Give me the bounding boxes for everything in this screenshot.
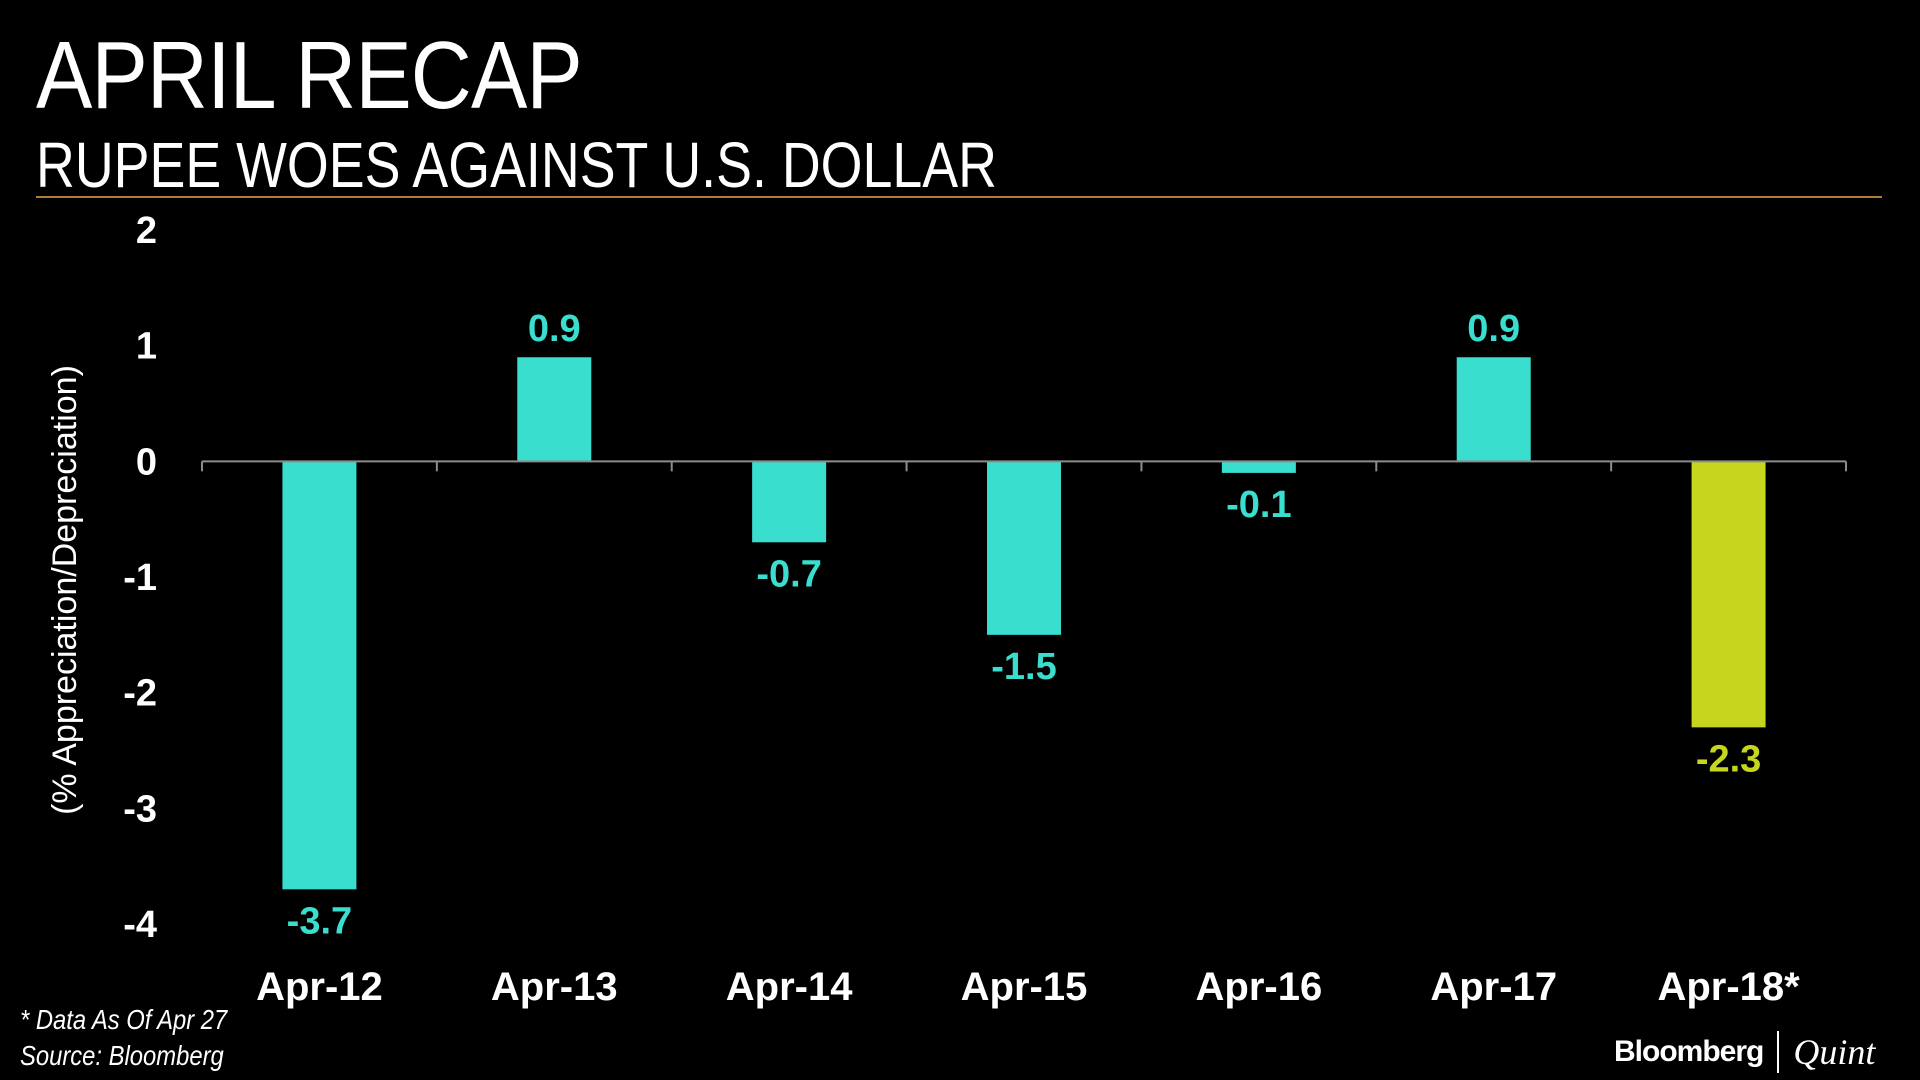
x-tick-label: Apr-14: [726, 965, 853, 1009]
data-label: -0.7: [756, 553, 821, 595]
bar-apr15: [987, 461, 1061, 635]
x-tick-label: Apr-16: [1196, 965, 1323, 1009]
data-label: -2.3: [1696, 738, 1761, 780]
y-axis-label: (% Appreciation/Depreciation): [46, 365, 84, 815]
y-tick-label: 1: [136, 326, 157, 368]
bar-apr18: [1691, 461, 1766, 728]
bar-apr12: [282, 461, 357, 890]
brand-separator: [1777, 1031, 1780, 1073]
footnote-source: Source: Bloomberg: [20, 1040, 224, 1071]
data-label: -3.7: [287, 900, 352, 942]
y-tick-label: -2: [123, 673, 157, 715]
bar-apr16: [1221, 461, 1296, 473]
x-tick-label: Apr-17: [1430, 965, 1557, 1009]
footnote-data-date: * Data As Of Apr 27: [20, 1004, 228, 1035]
brand-quint: Quint: [1793, 1032, 1876, 1072]
x-tick-label: Apr-15: [961, 965, 1088, 1009]
brand-logo: Bloomberg Quint: [1614, 1030, 1875, 1074]
bar-apr17: [1456, 357, 1531, 462]
brand-bloomberg: Bloomberg: [1614, 1035, 1764, 1068]
bar-apr13: [517, 357, 592, 462]
data-label: -1.5: [991, 646, 1056, 688]
x-tick-label: Apr-13: [491, 965, 618, 1009]
y-tick-label: 0: [136, 441, 157, 483]
title-divider: [36, 196, 1882, 198]
y-tick-label: -3: [123, 788, 157, 830]
y-tick-label: -4: [123, 904, 157, 946]
x-tick-label: Apr-18*: [1657, 965, 1800, 1009]
chart-subtitle: RUPEE WOES AGAINST U.S. DOLLAR: [36, 129, 997, 201]
chart-title: APRIL RECAP: [36, 22, 583, 129]
y-tick-label: 2: [136, 210, 157, 252]
y-tick-label: -1: [123, 557, 157, 599]
x-tick-label: Apr-12: [256, 965, 383, 1009]
data-label: 0.9: [1467, 308, 1520, 350]
data-label: 0.9: [528, 308, 581, 350]
bar-apr14: [752, 461, 827, 543]
data-label: -0.1: [1226, 484, 1291, 526]
